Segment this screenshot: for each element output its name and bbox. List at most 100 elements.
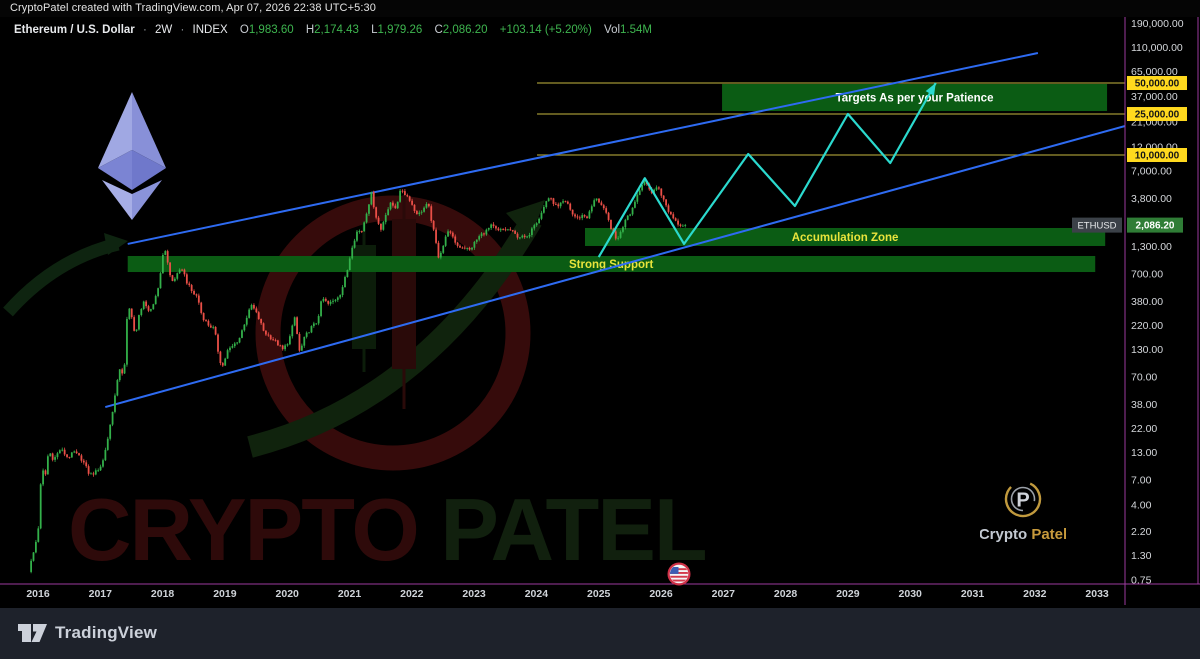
candle [181, 268, 183, 272]
candle [540, 210, 543, 221]
candle [80, 453, 83, 463]
year-label: 2025 [587, 588, 611, 600]
candle [471, 247, 473, 251]
candle [298, 332, 301, 352]
price-level-badge [1127, 148, 1187, 162]
candle [631, 207, 634, 216]
candle [269, 334, 272, 341]
candle [229, 346, 231, 353]
candle [138, 314, 140, 331]
candle [310, 325, 313, 334]
svg-text:Crypto Patel: Crypto Patel [980, 526, 1066, 543]
candle [399, 189, 402, 203]
candle [552, 197, 555, 207]
candle [634, 200, 636, 209]
year-label: 2027 [712, 588, 736, 600]
candle [521, 234, 524, 239]
candle [679, 223, 682, 228]
candle [547, 197, 550, 202]
candle [636, 193, 639, 204]
candle [97, 468, 100, 472]
candle [392, 200, 394, 208]
tradingview-logo[interactable]: TradingView [18, 622, 157, 644]
candle [183, 268, 186, 277]
candle [569, 202, 572, 211]
watermark-patel: PATEL [440, 480, 706, 579]
candle [39, 483, 42, 530]
candle [209, 323, 212, 329]
candle [389, 202, 392, 211]
price-axis[interactable]: 190,000.00 110,000.00 65,000.00 37,000.00 21… [0, 17, 1200, 605]
candle [490, 223, 493, 230]
price-tick-label: 1,300.00 [1131, 241, 1172, 253]
year-label: 2033 [1085, 588, 1109, 600]
candle [173, 277, 176, 283]
candle [526, 235, 529, 239]
candle [126, 316, 128, 367]
low-value: 1,979.26 [377, 24, 423, 36]
candle [58, 449, 61, 454]
year-label: 2023 [462, 588, 486, 600]
candle [46, 454, 49, 475]
candle [684, 223, 687, 228]
candle [578, 215, 581, 221]
price-tick-label: 380.00 [1131, 296, 1163, 308]
year-label: 2029 [836, 588, 860, 600]
candle [430, 204, 433, 223]
candle [56, 451, 59, 460]
candle [51, 452, 54, 462]
lower-channel-trendline [105, 125, 1126, 409]
candle [370, 191, 373, 206]
price-chart[interactable]: CRYPTO PATEL Targets As per your Patienc… [0, 17, 1200, 608]
candle [300, 343, 303, 351]
candle [245, 315, 248, 327]
close-value: 2,086.20 [442, 24, 488, 36]
candle [406, 193, 409, 198]
year-label: 2031 [961, 588, 985, 600]
candle [449, 230, 452, 235]
candle [622, 225, 624, 234]
candle [217, 333, 219, 354]
chart-area[interactable]: CRYPTO PATEL Targets As per your Patienc… [0, 17, 1200, 608]
candle [212, 325, 215, 330]
candle [224, 357, 227, 366]
candle [66, 454, 68, 459]
candle [559, 202, 562, 209]
candle [339, 294, 342, 300]
price-tick-label: 4.00 [1131, 499, 1152, 511]
candle [140, 308, 143, 317]
candle [169, 262, 171, 278]
candle [487, 227, 490, 232]
high-value: 2,174.43 [314, 24, 359, 36]
year-label: 2020 [276, 588, 300, 600]
time-axis[interactable]: 2016 2017 2018 2019 2020 2021 2022 2023 2024 2025… [26, 588, 1109, 600]
watermark-arrowhead-left [104, 233, 128, 255]
candle [154, 294, 157, 305]
candle [142, 300, 145, 311]
candle [375, 206, 378, 220]
us-flag-icon[interactable] [667, 562, 691, 586]
candle [514, 229, 517, 235]
price-level-badge-label: 25,000.00 [1135, 110, 1180, 121]
candle [279, 344, 282, 347]
emblem-initial: P [1016, 490, 1029, 512]
candle [413, 204, 416, 213]
candle [286, 343, 289, 347]
candle [533, 223, 536, 231]
candle [358, 229, 361, 234]
candle [461, 246, 464, 249]
candle [550, 197, 552, 201]
symbol-legend[interactable]: Ethereum / U.S. Dollar · 2W · INDEX O1,9… [14, 24, 652, 36]
close-label: C [434, 24, 443, 36]
symbol-title[interactable]: Ethereum / U.S. Dollar [14, 24, 135, 36]
candle [37, 526, 40, 543]
candle [396, 201, 399, 210]
timeframe[interactable]: 2W [155, 24, 173, 36]
attribution-bar: CryptoPatel created with TradingView.com… [0, 0, 1200, 17]
candle [674, 217, 677, 222]
price-tick-label: 190,000.00 [1131, 18, 1184, 30]
candle [118, 369, 121, 382]
candle [641, 183, 644, 192]
projection-line [597, 82, 937, 258]
watermark-arrowhead [506, 200, 545, 239]
